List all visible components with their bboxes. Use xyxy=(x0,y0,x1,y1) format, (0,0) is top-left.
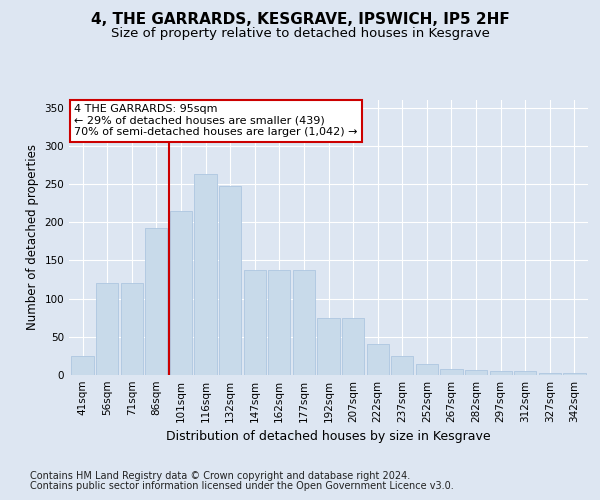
Bar xyxy=(96,284,118,375)
Text: Contains HM Land Registry data © Crown copyright and database right 2024.: Contains HM Land Registry data © Crown c… xyxy=(30,471,410,481)
Bar xyxy=(514,371,536,375)
Y-axis label: Number of detached properties: Number of detached properties xyxy=(26,144,39,330)
Bar xyxy=(416,364,438,375)
Bar xyxy=(268,270,290,375)
Bar xyxy=(490,371,512,375)
X-axis label: Distribution of detached houses by size in Kesgrave: Distribution of detached houses by size … xyxy=(166,430,491,444)
Bar xyxy=(194,174,217,375)
Bar xyxy=(342,318,364,375)
Bar xyxy=(367,344,389,375)
Text: 4 THE GARRARDS: 95sqm
← 29% of detached houses are smaller (439)
70% of semi-det: 4 THE GARRARDS: 95sqm ← 29% of detached … xyxy=(74,104,358,138)
Text: Size of property relative to detached houses in Kesgrave: Size of property relative to detached ho… xyxy=(110,28,490,40)
Bar xyxy=(539,372,561,375)
Bar xyxy=(170,211,192,375)
Bar xyxy=(121,284,143,375)
Bar xyxy=(391,356,413,375)
Bar xyxy=(145,228,167,375)
Bar xyxy=(440,369,463,375)
Bar xyxy=(244,270,266,375)
Text: 4, THE GARRARDS, KESGRAVE, IPSWICH, IP5 2HF: 4, THE GARRARDS, KESGRAVE, IPSWICH, IP5 … xyxy=(91,12,509,28)
Bar xyxy=(317,318,340,375)
Bar xyxy=(293,270,315,375)
Text: Contains public sector information licensed under the Open Government Licence v3: Contains public sector information licen… xyxy=(30,481,454,491)
Bar xyxy=(219,186,241,375)
Bar xyxy=(563,372,586,375)
Bar xyxy=(71,356,94,375)
Bar xyxy=(465,370,487,375)
